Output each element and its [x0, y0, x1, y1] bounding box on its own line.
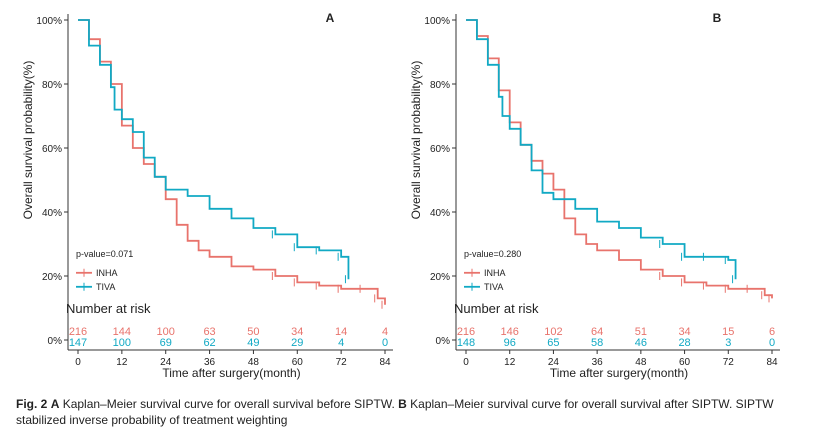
risk-count-tiva: 147 — [69, 337, 87, 349]
x-tick-label: 24 — [160, 357, 172, 368]
p-value-label: p-value=0.071 — [76, 249, 133, 259]
survival-curve-tiva — [466, 19, 737, 280]
y-tick-label: 40% — [42, 208, 62, 219]
x-axis-label: Time after surgery(month) — [162, 366, 300, 380]
risk-count-tiva: 0 — [382, 337, 388, 349]
chart-panel-a: 0% 20% 40% 60% 80% 100% 0 12 24 36 48 60 72 84 Time af… — [21, 11, 393, 380]
risk-count-inha: 6 — [769, 326, 775, 338]
risk-count-tiva: 148 — [457, 337, 475, 349]
risk-table-title: Number at risk — [454, 301, 539, 316]
risk-count-inha: 100 — [157, 326, 175, 338]
x-axis-label: Time after surgery(month) — [550, 366, 688, 380]
y-tick-label: 40% — [430, 208, 450, 219]
p-value-label: p-value=0.280 — [464, 249, 521, 259]
x-tick-label: 36 — [204, 357, 216, 368]
risk-count-tiva: 46 — [635, 337, 647, 349]
risk-count-inha: 34 — [291, 326, 303, 338]
caption-label-b: B — [398, 397, 407, 411]
risk-count-inha: 14 — [335, 326, 347, 338]
x-tick-label: 48 — [635, 357, 647, 368]
risk-count-tiva: 29 — [291, 337, 303, 349]
risk-count-tiva: 58 — [591, 337, 603, 349]
risk-count-tiva: 28 — [678, 337, 690, 349]
x-tick-label: 72 — [723, 357, 735, 368]
risk-count-tiva: 62 — [203, 337, 215, 349]
y-tick-label: 80% — [42, 80, 62, 91]
risk-count-inha: 34 — [678, 326, 690, 338]
risk-count-inha: 50 — [247, 326, 259, 338]
y-axis-label: Overall survival probability(%) — [21, 61, 35, 220]
risk-count-tiva: 4 — [338, 337, 344, 349]
caption-text-b: Kaplan–Meier survival curve for overall … — [16, 397, 774, 427]
x-tick-label: 0 — [463, 357, 469, 368]
legend-label-tiva: TIVA — [96, 282, 115, 292]
risk-count-inha: 4 — [382, 326, 388, 338]
x-tick-label: 0 — [75, 357, 81, 368]
x-tick-label: 60 — [679, 357, 691, 368]
y-tick-label: 0% — [436, 336, 451, 347]
figure-caption: Fig. 2 A Kaplan–Meier survival curve for… — [16, 396, 816, 428]
panel-label: B — [713, 11, 722, 25]
risk-count-inha: 15 — [722, 326, 734, 338]
y-tick-label: 20% — [430, 272, 450, 283]
x-tick-label: 12 — [504, 357, 516, 368]
x-tick-label: 24 — [548, 357, 560, 368]
y-tick-label: 60% — [42, 144, 62, 155]
x-tick-label: 36 — [592, 357, 604, 368]
x-tick-label: 12 — [116, 357, 128, 368]
survival-curve-inha — [78, 19, 386, 305]
x-tick-label: 84 — [766, 357, 778, 368]
risk-count-inha: 216 — [69, 326, 87, 338]
risk-count-inha: 102 — [544, 326, 562, 338]
x-tick-label: 60 — [292, 357, 304, 368]
risk-count-inha: 146 — [501, 326, 519, 338]
caption-label-a: A — [50, 397, 60, 411]
risk-count-tiva: 96 — [504, 337, 516, 349]
y-tick-label: 0% — [48, 336, 63, 347]
risk-count-inha: 51 — [635, 326, 647, 338]
risk-count-tiva: 3 — [725, 337, 731, 349]
risk-count-inha: 216 — [457, 326, 475, 338]
x-tick-label: 84 — [379, 357, 391, 368]
risk-count-tiva: 100 — [113, 337, 131, 349]
panel-label: A — [326, 11, 335, 25]
risk-count-tiva: 65 — [547, 337, 559, 349]
y-tick-label: 100% — [424, 16, 450, 27]
caption-text-a: Kaplan–Meier survival curve for overall … — [59, 397, 399, 411]
figure-label: Fig. 2 — [16, 397, 48, 411]
legend-label-inha: INHA — [484, 268, 506, 278]
legend-label-inha: INHA — [96, 268, 118, 278]
survival-curve-tiva — [78, 19, 350, 280]
y-tick-label: 100% — [36, 16, 62, 27]
risk-table-title: Number at risk — [66, 301, 151, 316]
risk-count-inha: 144 — [113, 326, 131, 338]
risk-count-tiva: 69 — [160, 337, 172, 349]
y-axis-label: Overall survival probability(%) — [409, 61, 423, 220]
survival-curve-inha — [466, 19, 773, 299]
x-tick-label: 48 — [248, 357, 260, 368]
x-tick-label: 72 — [336, 357, 348, 368]
risk-count-tiva: 49 — [247, 337, 259, 349]
risk-count-inha: 63 — [203, 326, 215, 338]
risk-count-inha: 64 — [591, 326, 603, 338]
legend-label-tiva: TIVA — [484, 282, 503, 292]
y-tick-label: 20% — [42, 272, 62, 283]
y-tick-label: 80% — [430, 80, 450, 91]
risk-count-tiva: 0 — [769, 337, 775, 349]
y-tick-label: 60% — [430, 144, 450, 155]
